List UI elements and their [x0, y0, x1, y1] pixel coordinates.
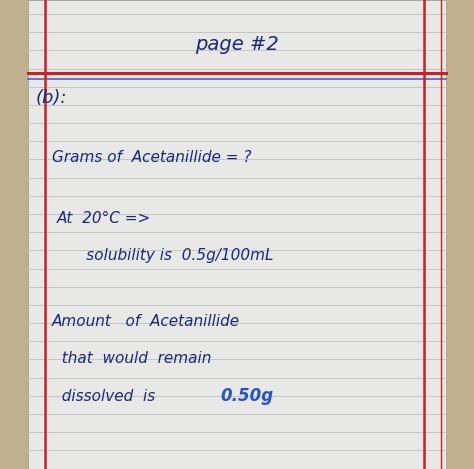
- Text: At  20°C =>: At 20°C =>: [57, 211, 151, 226]
- Text: dissolved  is: dissolved is: [52, 389, 170, 404]
- Bar: [28, 0, 446, 469]
- Text: solubility is  0.5g/100mL: solubility is 0.5g/100mL: [57, 248, 273, 263]
- Text: (b):: (b):: [36, 90, 67, 107]
- Text: Grams of  Acetanillide = ?: Grams of Acetanillide = ?: [52, 150, 252, 165]
- Text: 0.50g: 0.50g: [220, 387, 273, 405]
- Text: page #2: page #2: [195, 35, 279, 54]
- Text: that  would  remain: that would remain: [52, 351, 211, 366]
- Text: Amount   of  Acetanillide: Amount of Acetanillide: [52, 314, 240, 329]
